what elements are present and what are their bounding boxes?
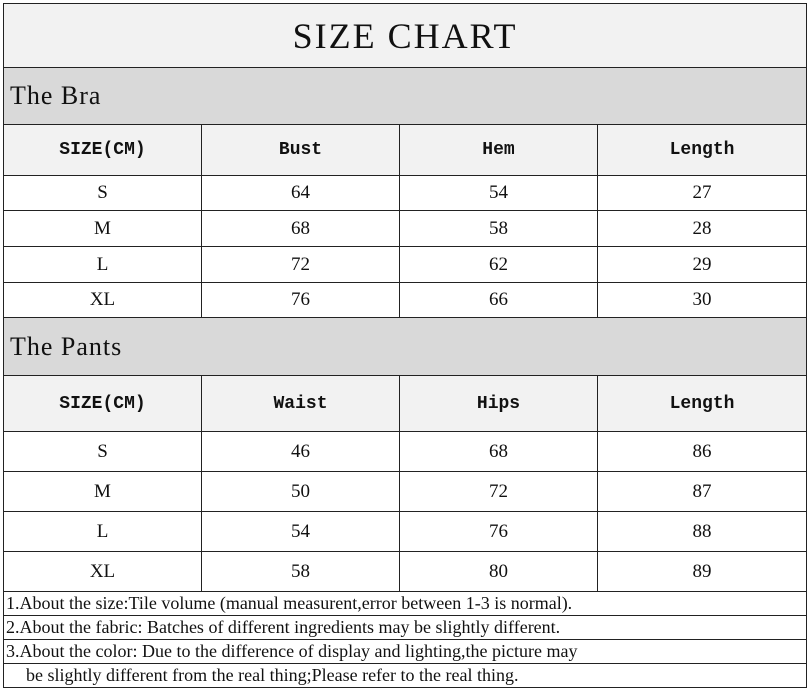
column-header: Bust bbox=[201, 124, 400, 176]
cell: XL bbox=[3, 551, 202, 592]
cell: S bbox=[3, 431, 202, 472]
note-size: 1.About the size:Tile volume (manual mea… bbox=[2, 591, 808, 616]
cell: 58 bbox=[399, 210, 598, 247]
cell: 80 bbox=[399, 551, 598, 592]
cell: 87 bbox=[596, 471, 808, 512]
note-color: 3.About the color: Due to the difference… bbox=[2, 639, 808, 664]
column-header: Length bbox=[596, 124, 808, 176]
cell: 72 bbox=[201, 246, 400, 283]
cell: M bbox=[3, 471, 202, 512]
cell: 50 bbox=[201, 471, 400, 512]
cell: 76 bbox=[201, 282, 400, 318]
cell: 62 bbox=[399, 246, 598, 283]
cell: 68 bbox=[399, 431, 598, 472]
cell: L bbox=[3, 246, 202, 283]
cell: S bbox=[3, 175, 202, 211]
cell: 46 bbox=[201, 431, 400, 472]
column-header: SIZE(CM) bbox=[3, 124, 202, 176]
table-row: S 46 68 86 bbox=[3, 431, 808, 472]
table-row: XL 58 80 89 bbox=[3, 551, 808, 592]
cell: 88 bbox=[596, 511, 808, 552]
cell: 76 bbox=[399, 511, 598, 552]
cell: 64 bbox=[201, 175, 400, 211]
cell: 29 bbox=[596, 246, 808, 283]
table-row: S 64 54 27 bbox=[3, 175, 808, 211]
cell: 28 bbox=[596, 210, 808, 247]
note-fabric: 2.About the fabric: Batches of different… bbox=[2, 615, 808, 640]
cell: XL bbox=[3, 282, 202, 318]
cell: 54 bbox=[201, 511, 400, 552]
cell: 66 bbox=[399, 282, 598, 318]
column-header: SIZE(CM) bbox=[3, 375, 202, 432]
cell: 68 bbox=[201, 210, 400, 247]
cell: 86 bbox=[596, 431, 808, 472]
cell: 72 bbox=[399, 471, 598, 512]
cell: 58 bbox=[201, 551, 400, 592]
table-row: XL 76 66 30 bbox=[3, 282, 808, 318]
cell: 54 bbox=[399, 175, 598, 211]
chart-title: SIZE CHART bbox=[2, 3, 808, 68]
cell: L bbox=[3, 511, 202, 552]
column-header: Hips bbox=[399, 375, 598, 432]
size-chart: SIZE CHART The Bra SIZE(CM) Bust Hem Len… bbox=[2, 3, 808, 688]
cell: 27 bbox=[596, 175, 808, 211]
pants-heading: The Pants bbox=[2, 317, 808, 376]
column-header: Length bbox=[596, 375, 808, 432]
table-row: M 50 72 87 bbox=[3, 471, 808, 512]
note-color-continued: be slightly different from the real thin… bbox=[2, 663, 808, 688]
size-chart-table: SIZE CHART The Bra SIZE(CM) Bust Hem Len… bbox=[2, 3, 808, 688]
table-row: M 68 58 28 bbox=[3, 210, 808, 247]
cell: M bbox=[3, 210, 202, 247]
table-row: L 54 76 88 bbox=[3, 511, 808, 552]
cell: 30 bbox=[596, 282, 808, 318]
cell: 89 bbox=[596, 551, 808, 592]
column-header: Hem bbox=[399, 124, 598, 176]
column-header: Waist bbox=[201, 375, 400, 432]
table-row: L 72 62 29 bbox=[3, 246, 808, 283]
bra-heading: The Bra bbox=[2, 67, 808, 125]
